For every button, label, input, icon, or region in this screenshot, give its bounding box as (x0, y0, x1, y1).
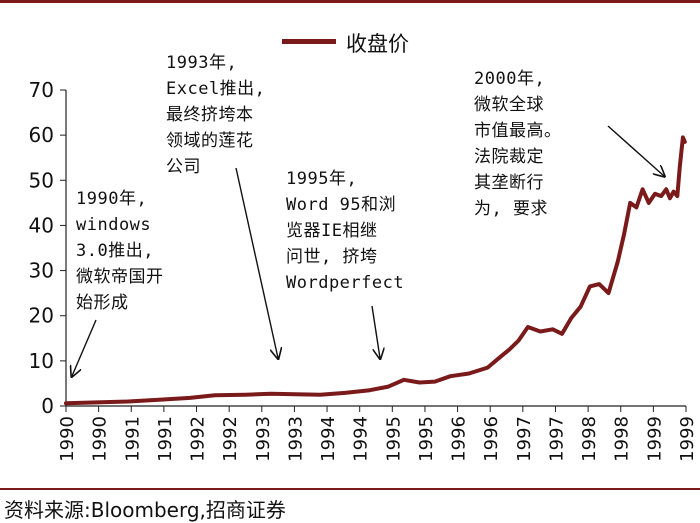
legend-label: 收盘价 (346, 32, 409, 56)
annotation-line: 2000年, (474, 69, 546, 89)
x-tick-label: 1994 (351, 416, 372, 462)
x-tick-label: 1993 (253, 416, 274, 462)
annotation-line: 1993年, (166, 53, 238, 73)
annotation-line: 市值最高。 (474, 121, 562, 141)
annotation-line: Wordperfect (286, 273, 405, 293)
y-tick-label: 10 (29, 349, 54, 373)
x-tick-label: 1991 (155, 416, 176, 462)
x-tick-label: 1996 (449, 416, 470, 462)
x-tick-label: 1993 (285, 416, 306, 462)
annotation-line: 公司 (166, 157, 201, 177)
annotation-line: 微软帝国开 (76, 267, 164, 287)
annotation-line: 问世, 挤垮 (286, 247, 378, 267)
annotation-line: Excel推出, (166, 79, 266, 99)
y-tick-label: 0 (41, 394, 54, 418)
x-tick-label: 1997 (514, 416, 535, 462)
arrow-2000 (607, 125, 664, 176)
annotation-line: 微软全球 (474, 95, 544, 115)
y-tick-label: 40 (29, 213, 54, 237)
x-tick-label: 1990 (57, 416, 78, 462)
y-tick-label: 50 (29, 168, 54, 192)
x-tick-label: 1992 (188, 416, 209, 462)
annotation-1993: 1993年, Excel推出, 最终挤垮本 领域的莲花 公司 (166, 50, 265, 180)
x-tick-label: 1995 (383, 416, 404, 462)
annotation-line: 1990年, (76, 189, 148, 209)
x-tick-label: 1998 (579, 416, 600, 462)
chart-axes (65, 90, 686, 407)
x-tick-label: 1990 (90, 416, 111, 462)
annotation-line: 1995年, (286, 169, 358, 189)
x-axis-ticks: 1990 1990 1991 1991 1992 1992 1993 1993 1994 1994… (57, 406, 698, 462)
arrow-1995 (371, 305, 380, 358)
arrow-1993 (235, 167, 278, 358)
annotation-line: 览器IE相继 (286, 221, 378, 241)
annotation-line: 领域的莲花 (166, 131, 254, 151)
series-line (64, 135, 687, 406)
x-tick-label: 1998 (612, 416, 633, 462)
annotation-line: 其垄断行 (474, 173, 544, 193)
price-chart: 0 10 20 30 40 50 60 70 1990 1990 1991 1991 1992 1992… (29, 78, 698, 462)
x-tick-label: 1997 (546, 416, 567, 462)
y-tick-label: 30 (29, 259, 54, 283)
annotation-line: 法院裁定 (474, 147, 544, 167)
annotation-line: 最终挤垮本 (166, 105, 254, 125)
annotation-line: 3.0推出, (76, 241, 154, 261)
legend-swatch (282, 39, 336, 44)
y-tick-label: 20 (29, 304, 54, 328)
x-tick-label: 1992 (220, 416, 241, 462)
arrow-1990 (72, 319, 97, 376)
source-note: 资料来源:Bloomberg,招商证券 (4, 498, 286, 522)
annotation-2000: 2000年, 微软全球 市值最高。 法院裁定 其垄断行 为, 要求 (474, 66, 562, 222)
x-tick-label: 1999 (644, 416, 665, 462)
x-tick-label: 1996 (481, 416, 502, 462)
bottom-rule (0, 488, 700, 490)
series-group (64, 135, 687, 406)
annotation-line: 为, 要求 (474, 199, 548, 219)
annotation-line: 始形成 (76, 293, 129, 313)
x-tick-label: 1995 (416, 416, 437, 462)
x-tick-label: 1999 (677, 416, 698, 462)
y-tick-label: 70 (29, 78, 54, 102)
annotation-arrows (72, 125, 664, 376)
top-rule (0, 0, 700, 3)
annotation-line: Word 95和浏 (286, 195, 397, 215)
y-axis-ticks: 0 10 20 30 40 50 60 70 (29, 78, 66, 418)
y-tick-label: 60 (29, 123, 54, 147)
annotation-1995: 1995年, Word 95和浏 览器IE相继 问世, 挤垮 Wordperfe… (286, 166, 404, 296)
x-tick-label: 1994 (318, 416, 339, 462)
annotation-1990: 1990年, windows 3.0推出, 微软帝国开 始形成 (76, 186, 164, 316)
annotation-line: windows (76, 215, 152, 235)
x-tick-label: 1991 (122, 416, 143, 462)
